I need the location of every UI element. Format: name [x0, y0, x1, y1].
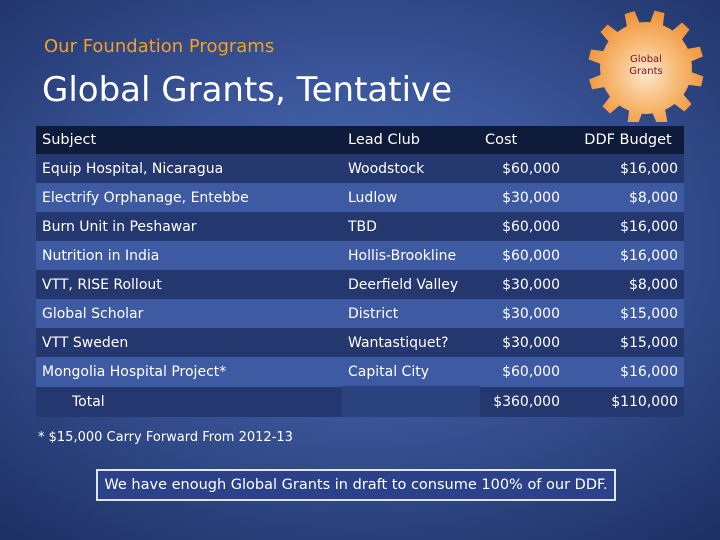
badge-label: Global Grants	[604, 54, 688, 78]
cell-cost: $60,000	[502, 363, 560, 380]
cell-subject: VTT Sweden	[42, 334, 129, 351]
cell-subject: Burn Unit in Peshawar	[42, 218, 197, 235]
badge-label-line1: Global	[630, 54, 662, 65]
total-cost: $360,000	[493, 393, 560, 410]
cell-cost: $30,000	[502, 305, 560, 322]
total-ddf-budget: $110,000	[611, 393, 678, 410]
cell-ddf-budget: $16,000	[620, 218, 678, 235]
table-header-row: Subject Lead Club Cost DDF Budget	[36, 126, 684, 154]
table-row: Burn Unit in Peshawar TBD $60,000 $16,000	[36, 212, 684, 241]
cell-ddf-budget: $8,000	[629, 189, 678, 206]
cell-ddf-budget: $15,000	[620, 334, 678, 351]
total-lead-club-empty	[341, 386, 480, 417]
cell-lead-club: District	[348, 305, 399, 322]
cell-cost: $30,000	[502, 334, 560, 351]
cell-cost: $60,000	[502, 218, 560, 235]
cell-cost: $60,000	[502, 160, 560, 177]
cell-ddf-budget: $16,000	[620, 363, 678, 380]
callout-box: We have enough Global Grants in draft to…	[96, 469, 616, 501]
cell-cost: $60,000	[502, 247, 560, 264]
gear-icon	[588, 10, 704, 122]
cell-cost: $30,000	[502, 189, 560, 206]
cell-lead-club: Woodstock	[348, 160, 425, 177]
cell-lead-club: TBD	[348, 218, 377, 235]
table-row: VTT Sweden Wantastiquet? $30,000 $15,000	[36, 328, 684, 357]
cell-subject: VTT, RISE Rollout	[42, 276, 162, 293]
col-header-ddf-budget: DDF Budget	[572, 126, 684, 154]
footnote: * $15,000 Carry Forward From 2012-13	[38, 430, 293, 445]
table-total-row: Total $360,000 $110,000	[36, 386, 684, 417]
table-row: Mongolia Hospital Project* Capital City $6…	[36, 357, 684, 387]
cell-subject: Equip Hospital, Nicaragua	[42, 160, 224, 177]
cell-ddf-budget: $16,000	[620, 160, 678, 177]
cell-ddf-budget: $8,000	[629, 276, 678, 293]
cell-lead-club: Capital City	[348, 363, 429, 380]
table-row: Nutrition in India Hollis-Brookline $60,00…	[36, 241, 684, 270]
cell-lead-club: Hollis-Brookline	[348, 247, 457, 264]
table-row: Global Scholar District $30,000 $15,000	[36, 299, 684, 328]
grants-table: Subject Lead Club Cost DDF Budget Equip …	[36, 126, 685, 417]
table-row: Equip Hospital, Nicaragua Woodstock $60,00…	[36, 154, 684, 183]
cell-subject: Nutrition in India	[42, 247, 160, 264]
cell-subject: Electrify Orphanage, Entebbe	[42, 189, 249, 206]
table-body: Equip Hospital, Nicaragua Woodstock $60,00…	[36, 154, 684, 417]
cell-lead-club: Wantastiquet?	[348, 334, 449, 351]
cell-cost: $30,000	[502, 276, 560, 293]
badge-label-line2: Grants	[629, 66, 663, 77]
cell-ddf-budget: $16,000	[620, 247, 678, 264]
cell-ddf-budget: $15,000	[620, 305, 678, 322]
gear-body	[588, 10, 704, 122]
table-row: VTT, RISE Rollout Deerfield Valley $30,000…	[36, 270, 684, 299]
col-header-lead-club: Lead Club	[342, 126, 479, 154]
page-subtitle: Our Foundation Programs	[44, 36, 275, 57]
cell-lead-club: Ludlow	[348, 189, 398, 206]
cell-lead-club: Deerfield Valley	[348, 276, 459, 293]
cell-subject: Mongolia Hospital Project*	[42, 363, 227, 380]
page-title: Global Grants, Tentative	[42, 70, 453, 110]
cell-subject: Global Scholar	[42, 305, 144, 322]
table-row: Electrify Orphanage, Entebbe Ludlow $30,00…	[36, 183, 684, 212]
col-header-cost: Cost	[479, 126, 572, 154]
col-header-subject: Subject	[36, 126, 342, 154]
total-label: Total	[72, 393, 105, 410]
